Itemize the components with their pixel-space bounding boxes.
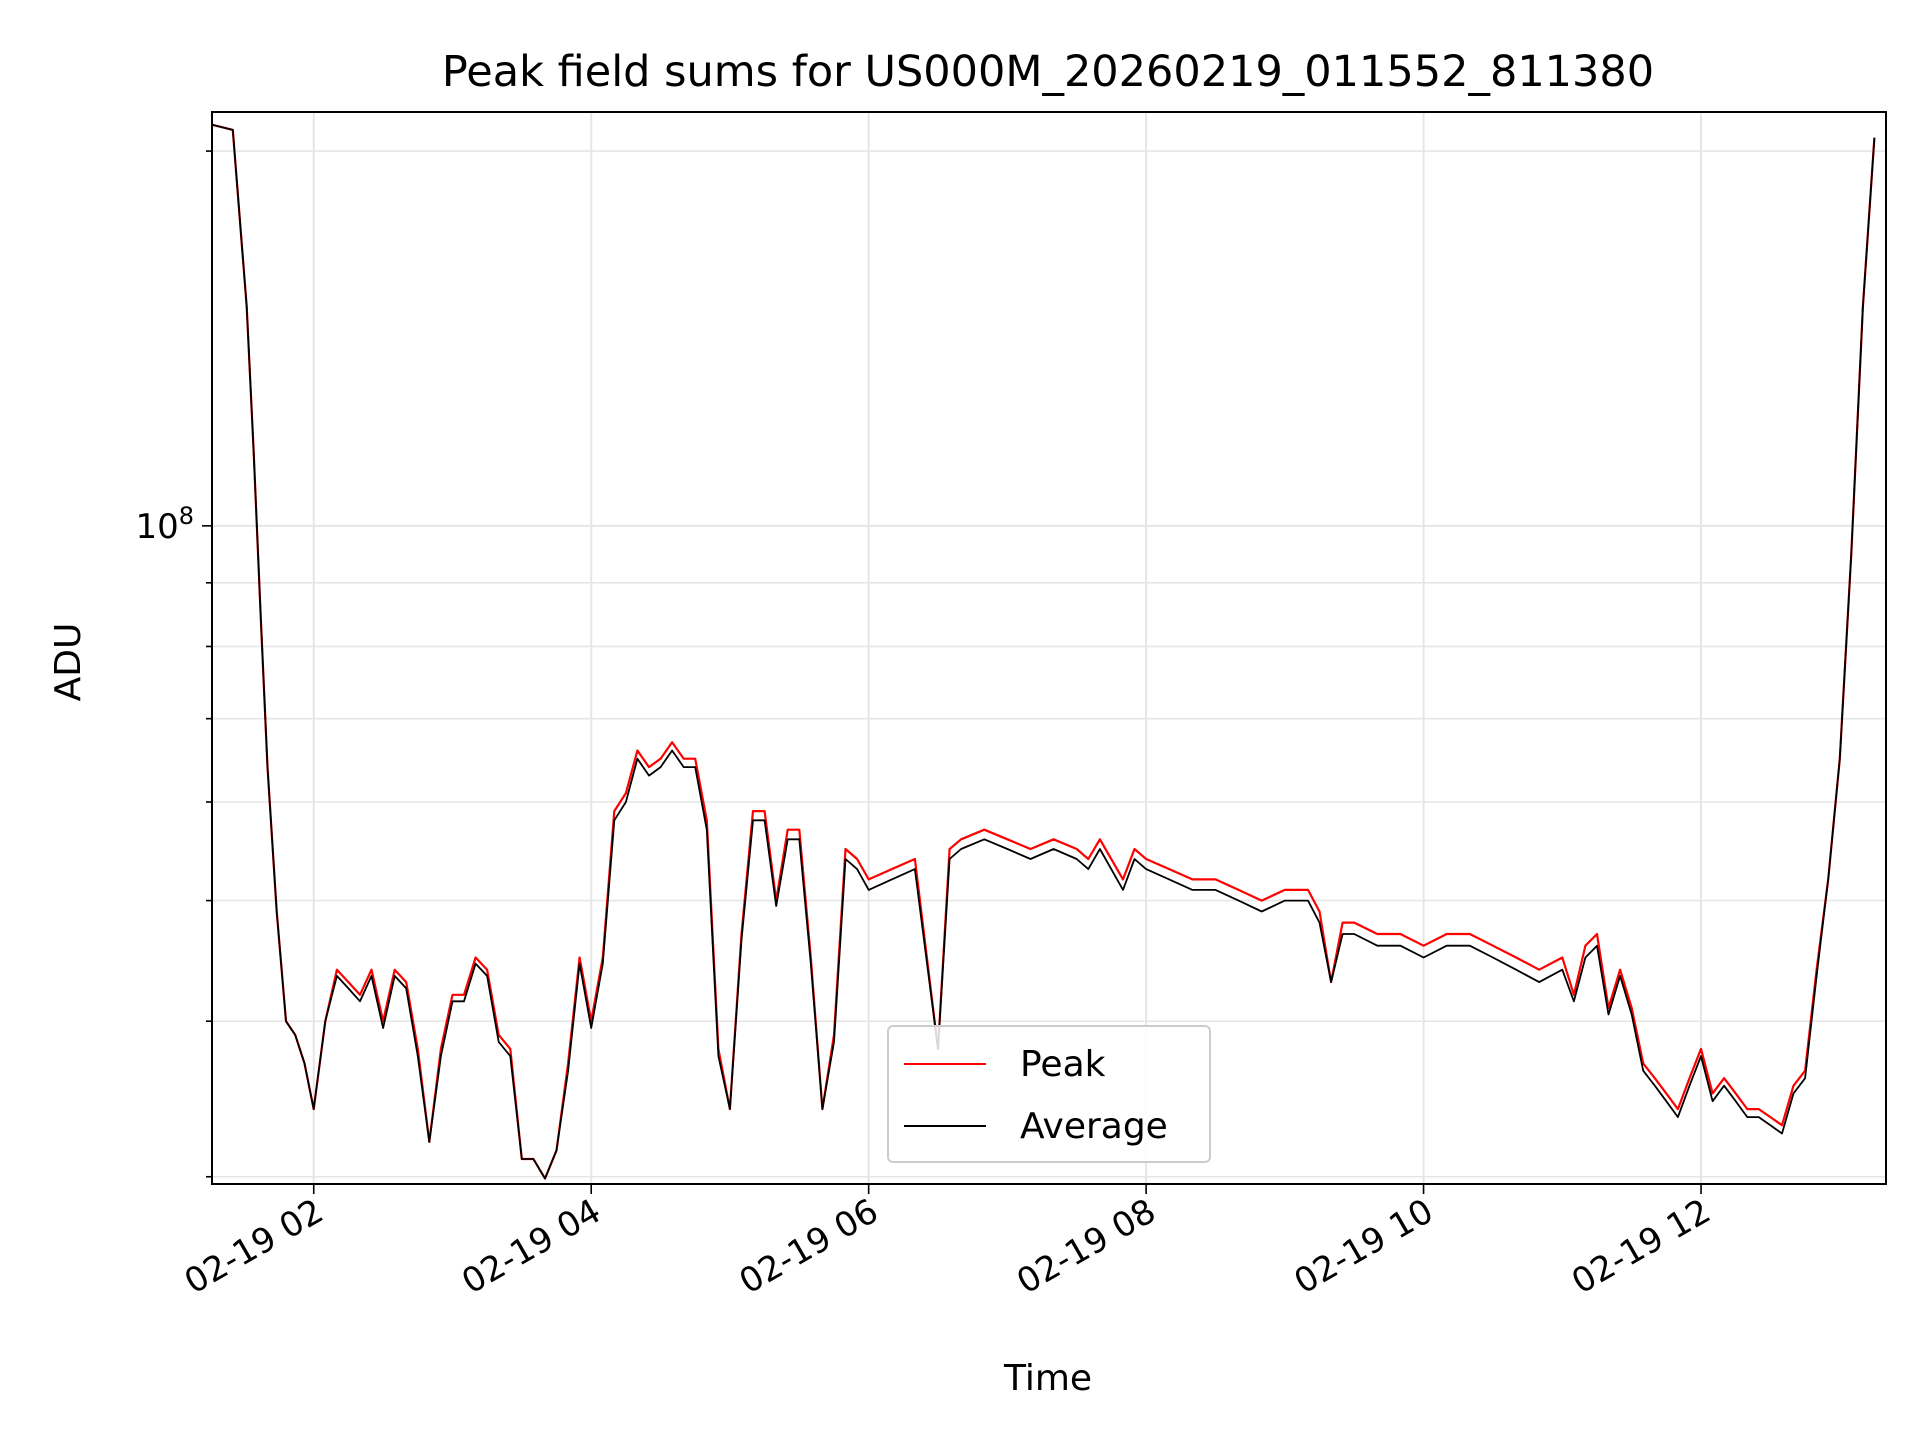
chart-title: Peak field sums for US000M_20260219_0115…: [442, 47, 1654, 97]
x-axis-label: Time: [1003, 1358, 1092, 1399]
y-tick-label-base: 10: [135, 507, 178, 547]
legend-label-average: Average: [1020, 1106, 1168, 1147]
y-tick-label: 108: [135, 502, 194, 547]
legend: Peak Average: [887, 1025, 1211, 1163]
y-axis-label: ADU: [48, 623, 89, 702]
legend-label-peak: Peak: [1020, 1044, 1106, 1085]
series-average-line: [212, 123, 1876, 1180]
y-tick-label-exponent: 8: [179, 502, 194, 530]
legend-box: [887, 1025, 1211, 1163]
grid: [212, 112, 1886, 1184]
plot-frame: [211, 111, 1887, 1185]
y-axis: 108: [135, 150, 212, 1178]
series-layer: [212, 123, 1876, 1180]
